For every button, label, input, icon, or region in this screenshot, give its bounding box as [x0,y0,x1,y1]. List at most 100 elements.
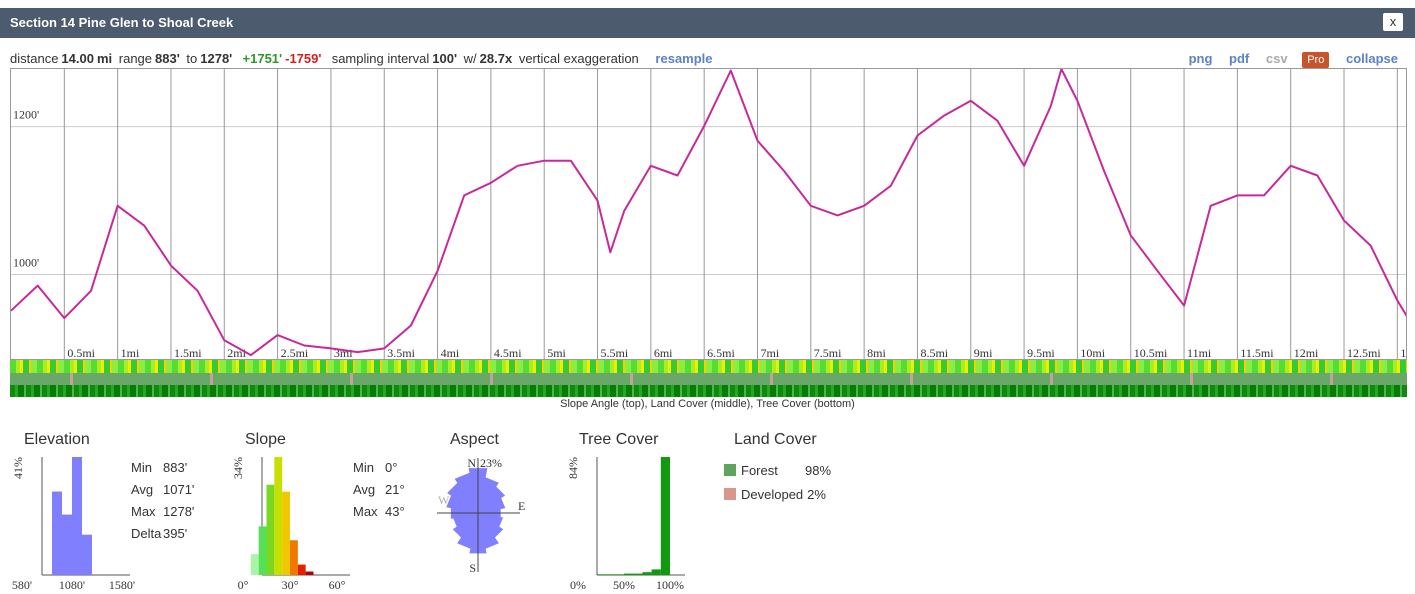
x-tick-label: 1080' [59,578,85,592]
value: 14.00 [61,51,94,66]
resample-link[interactable]: resample [655,51,713,66]
histogram-bar [282,491,290,575]
histogram-bar [642,572,652,575]
stat-value: 21° [385,482,405,497]
x-tick-label: 12mi [1294,346,1319,360]
pdf-link[interactable]: pdf [1229,51,1250,66]
stat-label: Min [131,460,152,475]
value: 28.7x [479,51,513,66]
stat-value: 395' [163,526,188,541]
elevation-chart: 1000'1200'0.5mi 1mi 1.5mi 2mi 2.5mi 3mi 3.5mi 4… [10,68,1407,360]
slope-cover-strip [10,360,1407,397]
stat-value: 883' [163,460,188,475]
x-tick-label: 10mi [1080,346,1105,360]
collapse-link[interactable]: collapse [1345,51,1398,66]
x-tick-label: 1580' [109,578,135,592]
png-link[interactable]: png [1188,51,1213,66]
direction-label: N [467,456,476,470]
histogram-bar [72,457,82,575]
x-tick-label: 10.5mi [1134,346,1168,360]
x-tick-label: 30° [282,578,299,592]
slope-histogram: 34% 0° 30° 60° [231,457,350,592]
histogram-bar [651,569,661,575]
x-tick-label: 2.5mi [281,346,309,360]
x-tick-label: 7.5mi [814,346,842,360]
legend-name: Developed [741,487,804,502]
x-tick-label: 7mi [760,346,779,360]
stat-value: 0° [385,460,398,475]
label: distance [10,51,59,66]
panel-title: Elevation [24,431,90,448]
histogram-bar [633,573,643,575]
title: Section 14 Pine Glen to Shoal Creek [10,15,234,30]
pro-badge[interactable]: Pro [1302,52,1330,68]
label: vertical exaggeration [518,51,639,66]
histogram-bar [82,534,92,575]
x-tick-label: 11mi [1187,346,1212,360]
histogram-bar [297,564,306,575]
x-tick-label: 11.5mi [1240,346,1274,360]
header: Section 14 Pine Glen to Shoal Creek x [0,8,1415,38]
y-tick-label: 1000' [13,256,39,270]
elevation-stats: Min 883' Avg 1071' Max 1278' Delta 395' [131,457,194,545]
x-tick-label: 12.5mi [1347,346,1381,360]
histogram-bar [62,514,72,575]
x-tick-label: 4.5mi [494,346,522,360]
stat-label: Avg [353,482,376,497]
x-tick-label: 9mi [974,346,993,360]
x-tick-label: 6.5mi [707,346,735,360]
legend-item: Developed 2% [724,483,831,507]
aspect-rose: N 23% E S W [437,456,525,575]
close-button[interactable]: x [1383,13,1403,31]
x-tick-label: 0° [238,578,249,592]
x-tick-label: 5.5mi [601,346,629,360]
histogram-bar [52,491,62,575]
tree-histogram: 84% 0% 50% 100% [566,457,685,592]
elevation-line [11,69,1406,357]
x-tick-label: 50% [613,578,635,592]
stat-label: Delta [131,526,162,541]
unit: mi [96,51,113,66]
stat-value: 1278' [163,504,195,519]
histogram-bar [596,574,606,575]
direction-label: S [469,561,476,575]
stat-value: 1071' [163,482,195,497]
y-max-label: 34% [231,457,245,479]
value: 1278' [200,51,233,66]
x-tick-label: 4mi [441,346,460,360]
panel-title: Land Cover [734,431,817,448]
label: sampling interval [331,51,430,66]
legend-name: Forest [741,463,778,478]
stat-row: Avg 1071' [131,479,194,501]
stat-row: Min 0° [353,457,405,479]
legend-value: 2% [807,487,826,502]
stat-row: Delta 395' [131,523,194,545]
stat-row: Max 43° [353,501,405,523]
x-tick-label: 8mi [867,346,886,360]
x-tick-label: 100% [656,578,684,592]
direction-label: E [518,499,525,513]
histogram-bar [614,574,624,575]
stat-value: 43° [385,504,405,519]
max-label: 23% [480,456,502,470]
histogram-bar [290,540,298,575]
histogram-bar [258,526,267,575]
x-tick-label: 9.5mi [1027,346,1055,360]
stat-row: Max 1278' [131,501,194,523]
export-links: png pdf csv Pro collapse [1179,51,1401,68]
x-tick-label: 6mi [654,346,673,360]
label: to [186,51,198,66]
x-tick-label: 8.5mi [920,346,948,360]
legend-swatch [724,488,736,500]
histogram-bar [266,484,275,575]
csv-link[interactable]: csv [1265,51,1288,66]
x-tick-label: 0% [570,578,586,592]
x-tick-label: 5mi [547,346,566,360]
strip-caption: Slope Angle (top), Land Cover (middle), … [560,398,855,410]
slope-stats: Min 0° Avg 21° Max 43° [353,457,405,523]
direction-label: W [438,493,450,507]
stat-label: Avg [131,482,154,497]
land-cover-legend: Forest 98% Developed 2% [724,459,831,507]
histogram-bar [660,457,670,575]
legend-item: Forest 98% [724,459,831,483]
